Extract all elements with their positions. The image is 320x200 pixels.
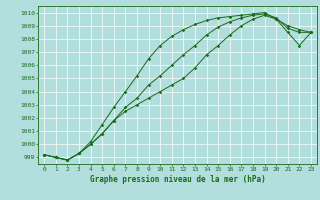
X-axis label: Graphe pression niveau de la mer (hPa): Graphe pression niveau de la mer (hPa) [90,175,266,184]
